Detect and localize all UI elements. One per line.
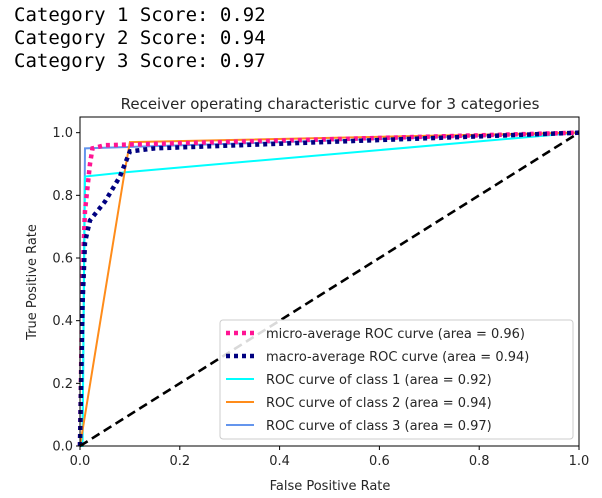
score-line-2: Category 2 Score: 0.94 (14, 27, 266, 50)
y-tick-label: 1.0 (52, 126, 73, 141)
y-tick-label: 0.2 (52, 377, 73, 392)
reference-diagonal (79, 131, 580, 448)
axis-ticks: 0.0 0.2 0.4 0.6 0.8 1.0 0.0 0.2 0.4 0.6 0.8 1.0 (52, 126, 589, 469)
y-tick-label: 0.6 (52, 252, 73, 267)
x-tick-label: 0.0 (70, 454, 91, 469)
y-tick-label: 0.0 (52, 440, 73, 455)
chart-title: Receiver operating characteristic curve … (121, 95, 540, 113)
x-tick-label: 0.8 (469, 454, 490, 469)
x-tick-label: 0.2 (169, 454, 190, 469)
legend: micro-average ROC curve (area = 0.96) mac… (219, 319, 574, 440)
legend-label-1: micro-average ROC curve (area = 0.96) (266, 327, 525, 342)
score-value: 0.94 (219, 27, 266, 49)
score-label: Category 2 Score: (14, 27, 209, 49)
score-value: 0.92 (219, 4, 266, 26)
score-label: Category 1 Score: (14, 4, 209, 26)
y-tick-label: 0.4 (52, 314, 73, 329)
y-tick-label: 0.8 (52, 189, 73, 204)
legend-label-4: ROC curve of class 2 (area = 0.94) (266, 396, 492, 411)
x-axis-label: False Positive Rate (270, 479, 391, 494)
score-value: 0.97 (219, 50, 266, 72)
score-line-3: Category 3 Score: 0.97 (14, 50, 266, 73)
x-tick-label: 0.6 (369, 454, 390, 469)
legend-label-5: ROC curve of class 3 (area = 0.97) (266, 419, 492, 434)
score-line-1: Category 1 Score: 0.92 (14, 4, 266, 27)
score-list: Category 1 Score: 0.92 Category 2 Score:… (14, 4, 266, 73)
legend-label-3: ROC curve of class 1 (area = 0.92) (266, 373, 492, 388)
plot-frame (79, 116, 580, 447)
x-tick-label: 1.0 (569, 454, 590, 469)
y-axis-label: True Positive Rate (25, 224, 40, 341)
legend-label-2: macro-average ROC curve (area = 0.94) (266, 350, 529, 365)
x-tick-label: 0.4 (269, 454, 290, 469)
series-line-1 (77, 130, 580, 447)
legend-box (219, 319, 574, 440)
series-line-2 (77, 130, 580, 447)
score-label: Category 3 Score: (14, 50, 209, 72)
